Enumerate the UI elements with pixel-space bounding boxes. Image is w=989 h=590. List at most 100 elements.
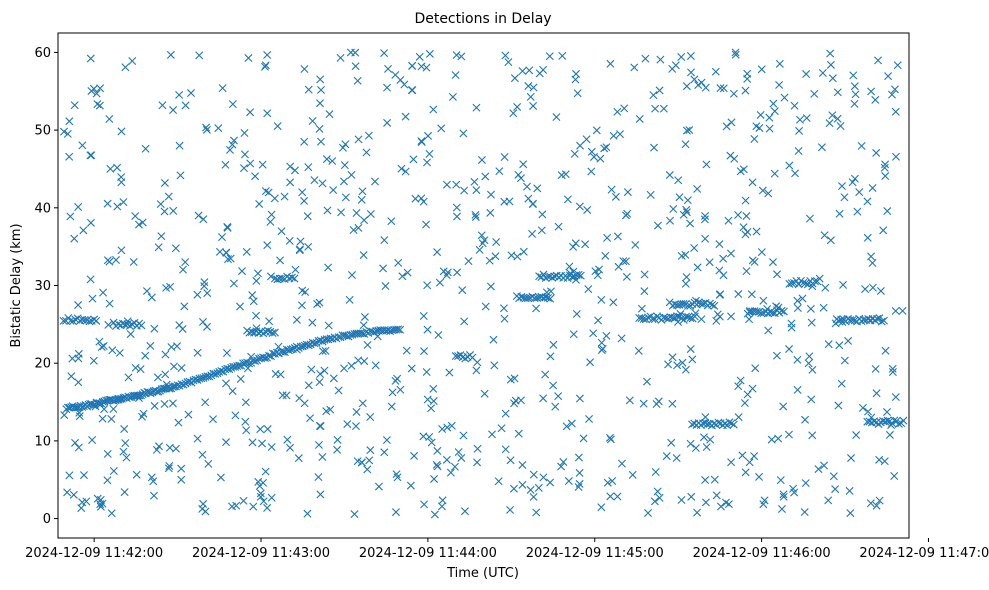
data-point (541, 293, 550, 302)
data-point (420, 347, 429, 356)
data-point (433, 248, 442, 257)
data-point (673, 312, 682, 321)
data-point (506, 505, 515, 514)
data-point (843, 314, 852, 323)
data-point (71, 315, 80, 324)
data-point (138, 218, 147, 227)
data-point (639, 399, 648, 408)
data-point (879, 316, 888, 325)
data-point (229, 279, 238, 288)
data-point (442, 180, 451, 189)
data-point (261, 187, 270, 196)
data-point (134, 220, 143, 229)
data-point (703, 420, 712, 429)
data-point (795, 115, 804, 124)
data-point (226, 254, 235, 263)
data-point (112, 255, 121, 264)
data-point (391, 508, 400, 517)
data-point (209, 415, 217, 424)
data-point (80, 315, 89, 324)
data-point (583, 205, 592, 214)
data-point (401, 112, 410, 121)
data-point (501, 409, 510, 418)
data-point (890, 416, 899, 425)
data-point (606, 59, 615, 68)
data-point (354, 135, 363, 144)
data-point (673, 361, 682, 370)
data-point (687, 68, 696, 77)
data-point (686, 314, 695, 322)
data-point (769, 99, 778, 108)
data-point (468, 353, 477, 362)
data-point (801, 415, 810, 424)
data-point (848, 178, 857, 187)
data-point (741, 86, 750, 95)
data-point (175, 90, 184, 99)
data-point (619, 257, 628, 266)
data-point (840, 356, 849, 365)
data-point (765, 113, 774, 122)
data-point (95, 101, 104, 110)
data-point (165, 461, 174, 470)
data-point (287, 273, 296, 282)
data-point (544, 293, 553, 302)
data-point (833, 114, 842, 123)
data-point (105, 299, 114, 308)
data-point (452, 203, 461, 212)
data-point (481, 302, 490, 311)
data-point (808, 431, 817, 440)
data-point (532, 293, 541, 302)
data-point (693, 263, 702, 272)
data-point (533, 184, 542, 193)
data-point (712, 491, 721, 500)
data-point (818, 68, 827, 77)
data-point (79, 471, 88, 480)
data-point (156, 200, 165, 209)
data-point (239, 496, 248, 505)
data-point (646, 190, 655, 199)
data-point (589, 329, 598, 338)
data-point (605, 433, 614, 442)
data-point (459, 431, 468, 440)
data-point (675, 193, 684, 202)
data-point (748, 256, 757, 265)
data-point (741, 196, 750, 205)
data-point (256, 489, 265, 498)
data-point (477, 155, 486, 164)
data-point (814, 465, 823, 474)
data-point (430, 474, 439, 483)
data-point (736, 376, 745, 385)
data-point (514, 429, 523, 438)
data-point (194, 211, 203, 220)
data-point (743, 390, 752, 399)
data-point (350, 510, 359, 519)
data-point (674, 176, 683, 185)
data-point (873, 314, 882, 323)
data-point (888, 368, 897, 377)
data-point (121, 320, 130, 329)
data-point (437, 124, 446, 133)
data-point (154, 243, 163, 252)
chart-title: Detections in Delay (414, 11, 551, 27)
data-point (96, 84, 105, 93)
data-point (347, 170, 356, 179)
data-point (285, 236, 294, 245)
data-point (446, 468, 455, 477)
data-point (701, 476, 710, 485)
data-point (109, 467, 118, 476)
data-point (380, 236, 389, 245)
y-tick-label: 40 (34, 201, 51, 216)
data-point (304, 85, 313, 94)
data-point (779, 490, 788, 499)
data-point (551, 402, 560, 411)
data-point (715, 240, 724, 249)
data-point (263, 326, 272, 335)
data-point (258, 160, 267, 169)
data-point (349, 226, 358, 235)
data-point (620, 104, 629, 113)
data-point (570, 149, 579, 158)
data-point (198, 450, 207, 459)
data-point (432, 460, 441, 469)
data-point (805, 352, 814, 361)
